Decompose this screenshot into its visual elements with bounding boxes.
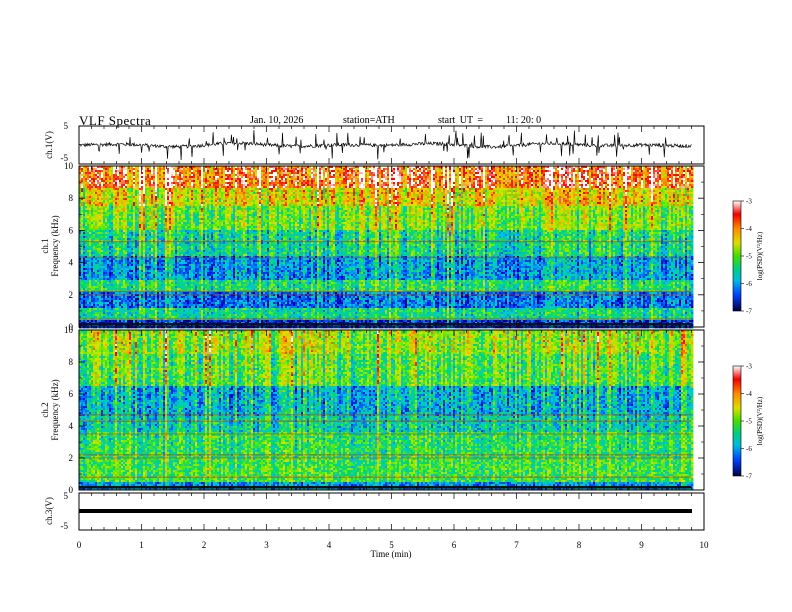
ch1-spectrogram xyxy=(79,166,693,328)
ch1-voltage-trace xyxy=(79,130,692,160)
ch1-voltage-ylabel: ch.1(V) xyxy=(44,131,54,159)
ch1-ytick-top: 5 xyxy=(64,121,69,131)
ch1-voltage-panel: 5 -5 ch.1(V) xyxy=(44,121,704,164)
